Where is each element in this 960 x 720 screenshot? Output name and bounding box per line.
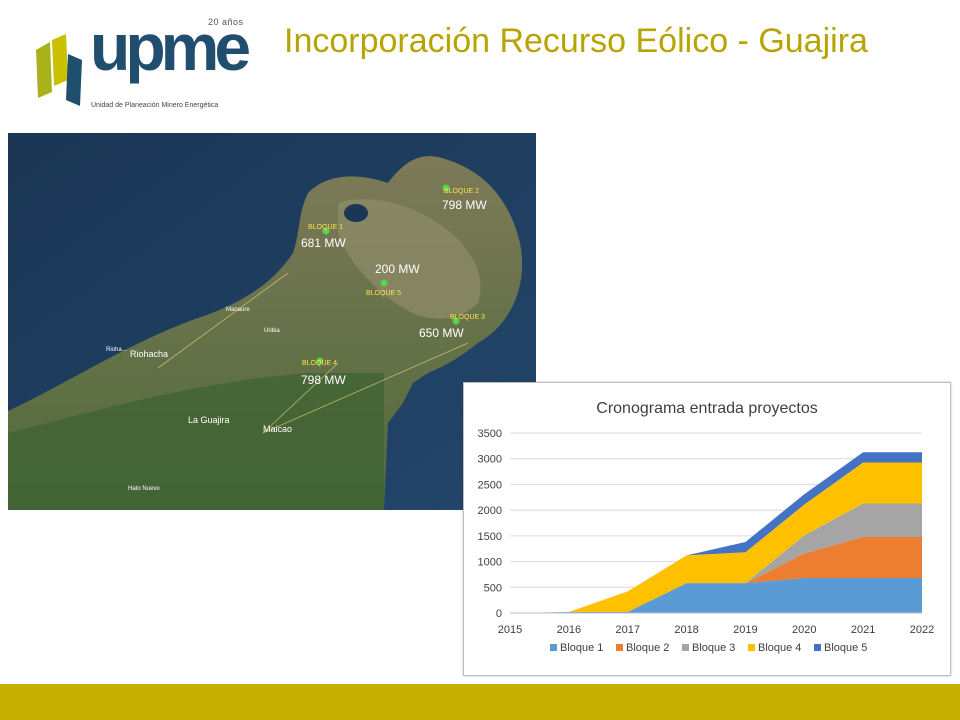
legend-label-bloque-4: Bloque 4	[758, 642, 801, 654]
bloque-3-label: BLOQUE 3	[450, 314, 485, 321]
legend-label-bloque-1: Bloque 1	[560, 642, 603, 654]
bloque-2-label: BLOQUE 2	[444, 188, 479, 195]
satellite-map: BLOQUE 1 BLOQUE 2 BLOQUE 3 BLOQUE 4 BLOQ…	[8, 133, 536, 510]
map-svg: BLOQUE 1 BLOQUE 2 BLOQUE 3 BLOQUE 4 BLOQ…	[8, 133, 536, 510]
bloque-5-label: BLOQUE 5	[366, 290, 401, 297]
legend-swatch-bloque-3	[682, 644, 689, 651]
x-tick-label: 2015	[498, 624, 522, 636]
bloque-4-mw: 798 MW	[301, 373, 346, 387]
upme-logo-mark-icon	[36, 34, 82, 106]
x-tick-label: 2020	[792, 624, 816, 636]
block-markers	[316, 184, 460, 365]
place-rioha-small: Rioha...	[106, 347, 127, 353]
legend-label-bloque-3: Bloque 3	[692, 642, 735, 654]
cronograma-chart: Cronograma entrada proyectos 0 500 1000 150…	[463, 382, 951, 676]
bloque-1-mw: 681 MW	[301, 236, 346, 250]
x-tick-label: 2016	[557, 624, 581, 636]
logo-years: 20 años	[208, 17, 244, 27]
legend-swatch-bloque-2	[616, 644, 623, 651]
place-maicao: Maicao	[263, 424, 292, 434]
bloque-2-marker	[442, 184, 450, 192]
logo-wordmark: upme	[90, 10, 251, 84]
y-tick-label: 3000	[478, 454, 502, 466]
chart-svg: Cronograma entrada proyectos 0 500 1000 150…	[478, 400, 935, 654]
upper-guajira-highlands	[338, 199, 481, 319]
bahia-honda	[344, 204, 368, 222]
place-la-guajira: La Guajira	[188, 415, 230, 425]
bloque-5-marker	[380, 279, 388, 287]
logo-subtitle: Unidad de Planeación Minero Energética	[91, 102, 219, 109]
upme-logo	[30, 14, 260, 114]
area-bloque-2	[510, 536, 922, 613]
y-tick-label: 1000	[478, 557, 502, 569]
area-bloque-1	[510, 578, 922, 613]
x-tick-label: 2018	[674, 624, 698, 636]
x-tick-label: 2021	[851, 624, 875, 636]
area-bloque-5	[510, 452, 922, 613]
y-tick-label: 500	[484, 582, 502, 594]
legend-swatch-bloque-4	[748, 644, 755, 651]
roads	[157, 272, 469, 434]
y-tick-label: 3500	[478, 428, 502, 440]
y-tick-label: 2000	[478, 505, 502, 517]
legend-swatch-bloque-1	[550, 644, 557, 651]
chart-title: Cronograma entrada proyectos	[596, 400, 817, 417]
chart-areas	[510, 452, 922, 613]
legend-label-bloque-5: Bloque 5	[824, 642, 867, 654]
bloque-4-marker	[316, 357, 324, 365]
x-tick-label: 2022	[910, 624, 934, 636]
x-tick-label: 2019	[733, 624, 757, 636]
x-tick-label: 2017	[615, 624, 639, 636]
bloque-1-marker	[322, 227, 330, 235]
y-tick-label: 0	[496, 608, 502, 620]
bloque-1-label: BLOQUE 1	[308, 224, 343, 231]
place-manaure: Manaure	[226, 307, 250, 313]
bloque-3-marker	[452, 317, 460, 325]
place-hato-nuevo: Hato Nuevo	[128, 486, 160, 492]
legend-swatch-bloque-5	[814, 644, 821, 651]
place-riohacha: Riohacha	[130, 349, 168, 359]
area-bloque-3	[510, 503, 922, 613]
area-bloque-4	[510, 462, 922, 613]
chart-axes: 0 500 1000 1500 2000 2500 3000 3500 2015 2016 2017…	[478, 428, 935, 636]
y-tick-label: 2500	[478, 479, 502, 491]
footer-bar	[0, 684, 960, 720]
bloque-3-mw: 650 MW	[419, 326, 464, 340]
page-title: Incorporación Recurso Eólico - Guajira	[284, 22, 868, 60]
place-uribia: Uribia	[264, 328, 280, 334]
y-tick-label: 1500	[478, 531, 502, 543]
chart-legend: Bloque 1 Bloque 2 Bloque 3 Bloque 4 Bloque 5	[550, 642, 867, 654]
bloque-5-mw: 200 MW	[375, 262, 420, 276]
bloque-4-label: BLOQUE 4	[302, 360, 337, 367]
bloque-2-mw: 798 MW	[442, 198, 487, 212]
legend-label-bloque-2: Bloque 2	[626, 642, 669, 654]
lower-vegetation	[8, 373, 384, 510]
